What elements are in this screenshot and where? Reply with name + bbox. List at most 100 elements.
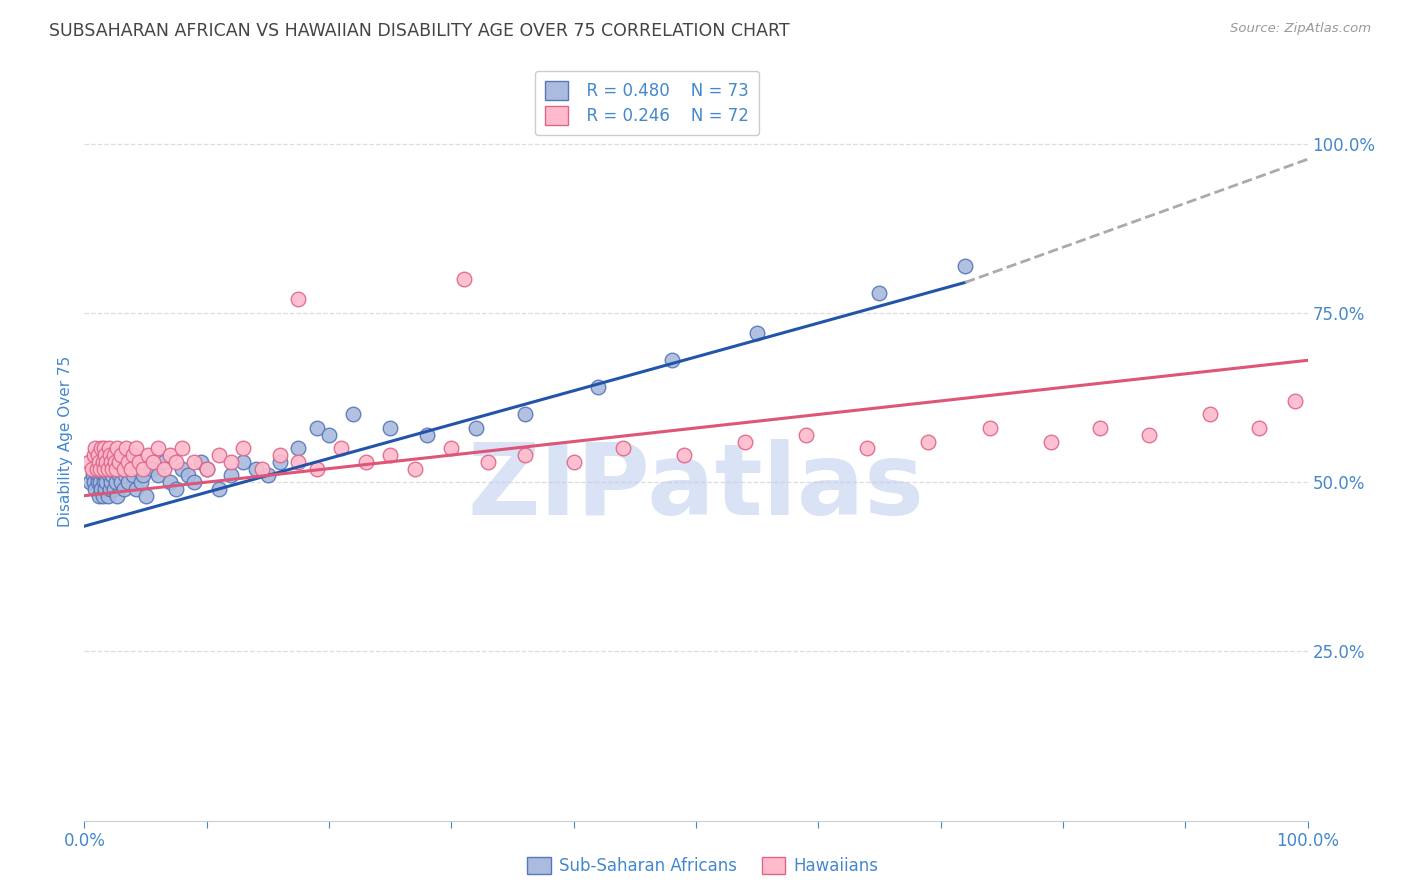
Text: ZIPatlas: ZIPatlas [468,439,924,535]
Point [142,455,165,469]
Point [1137,427,1160,442]
Point [172,461,194,475]
Point [269,448,291,462]
Point [83,475,105,490]
Point [94,482,117,496]
Point [86,468,108,483]
Point [105,461,128,475]
Point [287,455,309,469]
Point [1039,434,1062,449]
Point [105,475,128,490]
Point [105,489,128,503]
Y-axis label: Disability Age Over 75: Disability Age Over 75 [58,356,73,527]
Point [103,482,125,496]
Point [84,482,107,496]
Point [318,427,340,442]
Point [869,285,891,300]
Point [257,468,280,483]
Point [84,442,107,456]
Point [112,482,135,496]
Point [89,461,111,475]
Point [117,455,139,469]
Point [146,468,169,483]
Point [135,489,157,503]
Point [122,468,145,483]
Point [672,448,695,462]
Point [97,489,120,503]
Point [195,461,218,475]
Point [125,482,148,496]
Point [232,455,254,469]
Point [354,455,377,469]
Point [159,448,181,462]
Point [159,475,181,490]
Point [96,475,118,490]
Point [1088,421,1111,435]
Point [453,272,475,286]
Point [91,489,114,503]
Point [120,461,142,475]
Point [89,475,111,490]
Point [287,442,309,456]
Point [146,442,169,456]
Point [97,461,120,475]
Point [93,461,115,475]
Point [979,421,1001,435]
Point [100,455,122,469]
Point [330,442,353,456]
Point [83,448,105,462]
Point [82,468,104,483]
Point [77,455,100,469]
Point [141,461,163,475]
Text: Source: ZipAtlas.com: Source: ZipAtlas.com [1230,22,1371,36]
Point [100,475,122,490]
Point [734,434,756,449]
Legend:   R = 0.480    N = 73,   R = 0.246    N = 72: R = 0.480 N = 73, R = 0.246 N = 72 [534,70,759,135]
Point [93,442,115,456]
Point [1198,408,1220,422]
Point [127,461,149,475]
Point [153,461,176,475]
Point [101,468,124,483]
Point [1284,393,1306,408]
Point [562,455,585,469]
Legend: Sub-Saharan Africans, Hawaiians: Sub-Saharan Africans, Hawaiians [520,850,886,882]
Point [104,455,127,469]
Point [953,259,976,273]
Point [96,461,118,475]
Point [107,455,129,469]
Point [287,293,309,307]
Point [153,455,176,469]
Point [513,448,536,462]
Point [86,461,108,475]
Point [112,461,135,475]
Point [94,448,117,462]
Point [917,434,939,449]
Text: SUBSAHARAN AFRICAN VS HAWAIIAN DISABILITY AGE OVER 75 CORRELATION CHART: SUBSAHARAN AFRICAN VS HAWAIIAN DISABILIT… [49,22,790,40]
Point [165,482,187,496]
Point [96,455,118,469]
Point [115,442,138,456]
Point [132,468,155,483]
Point [120,461,142,475]
Point [856,442,879,456]
Point [136,448,159,462]
Point [305,421,328,435]
Point [183,455,205,469]
Point [117,475,139,490]
Point [404,461,426,475]
Point [93,455,115,469]
Point [747,326,769,341]
Point [86,461,108,475]
Point [464,421,486,435]
Point [380,421,402,435]
Point [232,442,254,456]
Point [125,442,148,456]
Point [190,455,212,469]
Point [87,468,110,483]
Point [165,455,187,469]
Point [111,461,134,475]
Point [1247,421,1270,435]
Point [100,461,122,475]
Point [91,461,114,475]
